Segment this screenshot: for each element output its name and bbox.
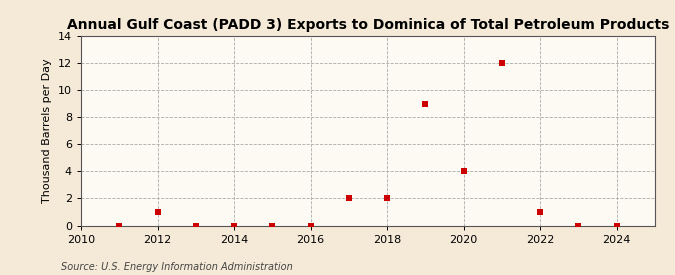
Point [420,101,431,106]
Point [190,223,201,228]
Y-axis label: Thousand Barrels per Day: Thousand Barrels per Day [43,58,52,203]
Point [573,223,584,228]
Point [496,61,507,65]
Point [229,223,240,228]
Point [152,210,163,214]
Title: Annual Gulf Coast (PADD 3) Exports to Dominica of Total Petroleum Products: Annual Gulf Coast (PADD 3) Exports to Do… [67,18,669,32]
Point [114,223,125,228]
Point [381,196,392,200]
Point [267,223,277,228]
Text: Source: U.S. Energy Information Administration: Source: U.S. Energy Information Administ… [61,262,292,272]
Point [305,223,316,228]
Point [344,196,354,200]
Point [458,169,469,174]
Point [611,223,622,228]
Point [535,210,545,214]
